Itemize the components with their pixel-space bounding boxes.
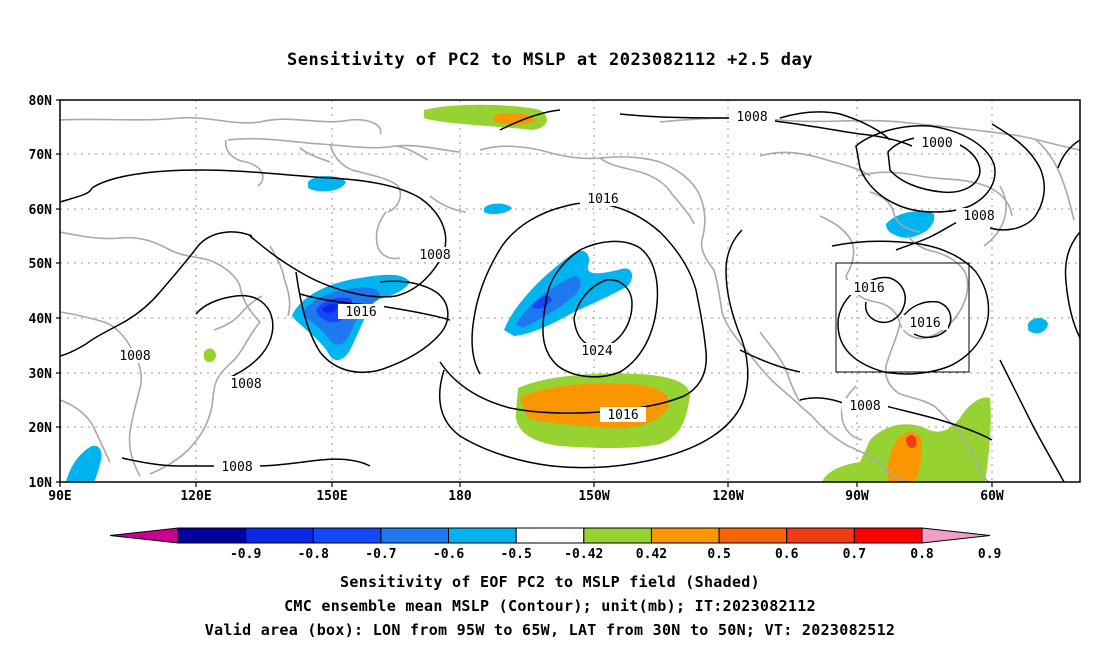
valid-area-box xyxy=(835,262,970,373)
colorbar-tick-label: 0.7 xyxy=(843,547,866,562)
shade-atlantic xyxy=(1028,318,1048,334)
lat-label-40n: 40N xyxy=(29,312,53,327)
shade-bering xyxy=(484,203,512,215)
lon-label-90w: 90W xyxy=(845,489,869,504)
contour-label-1016-box-east: 1016 xyxy=(909,316,940,331)
shade-arctic-orange xyxy=(494,112,536,125)
contour-label-1024: 1024 xyxy=(581,344,612,359)
colorbar-tick-label: -0.8 xyxy=(298,547,329,562)
caption-contour: CMC ensemble mean MSLP (Contour); unit(m… xyxy=(284,597,816,615)
colorbar-segment xyxy=(448,527,517,544)
colorbar-arrow-high xyxy=(921,527,991,544)
colorbar-segment xyxy=(177,527,247,544)
caption-shading: Sensitivity of EOF PC2 to MSLP field (Sh… xyxy=(340,573,760,591)
contour-labels: 1008 1000 1008 1016 1008 1016 1024 1016 … xyxy=(112,109,1002,475)
lon-labels: 90E 120E 150E 180 150W 120W 90W 60W xyxy=(48,489,1004,504)
lon-label-60w: 60W xyxy=(980,489,1004,504)
colorbar-tick-label: 0.6 xyxy=(775,547,799,562)
shade-hudson xyxy=(886,211,935,238)
colorbar-tick-label: -0.6 xyxy=(433,547,464,562)
colorbar-tick-label: -0.9 xyxy=(230,547,261,562)
contour-label-1016-south: 1016 xyxy=(607,408,638,423)
lon-label-150e: 150E xyxy=(316,489,347,504)
lat-label-70n: 70N xyxy=(29,148,53,163)
shade-siberia xyxy=(308,176,346,192)
contour-label-1016-north: 1016 xyxy=(587,192,618,207)
colorbar-segment xyxy=(583,527,652,544)
shade-japan-green xyxy=(204,348,216,363)
contour-label-1000: 1000 xyxy=(921,136,952,151)
colorbar-arrow-low xyxy=(109,527,179,544)
lon-label-120e: 120E xyxy=(180,489,211,504)
map-title: Sensitivity of PC2 to MSLP at 2023082112… xyxy=(286,50,813,70)
lon-label-150w: 150W xyxy=(578,489,609,504)
lon-label-180: 180 xyxy=(448,489,472,504)
lon-label-120w: 120W xyxy=(712,489,743,504)
colorbar-segment xyxy=(245,527,314,544)
shade-carib-red xyxy=(906,435,917,448)
lat-label-20n: 20N xyxy=(29,421,53,436)
lon-label-90e: 90E xyxy=(48,489,71,504)
colorbar-tick-label: -0.42 xyxy=(564,547,603,562)
contour-label-1008-asia: 1008 xyxy=(119,349,150,364)
colorbar-segment xyxy=(515,527,585,544)
caption-valid-area: Valid area (box): LON from 95W to 65W, L… xyxy=(204,621,896,639)
contour-label-1016-west: 1016 xyxy=(345,305,376,320)
lat-label-60n: 60N xyxy=(29,203,53,218)
colorbar-segment xyxy=(718,527,788,544)
axis-ticks xyxy=(56,99,993,487)
lat-label-50n: 50N xyxy=(29,257,53,272)
colorbar-tick-label: 0.8 xyxy=(910,547,934,562)
contour-label-1008-arctic: 1008 xyxy=(736,110,767,125)
contour-label-1008-hudson: 1008 xyxy=(963,209,994,224)
contour-label-1008-gulf: 1008 xyxy=(849,399,880,414)
colorbar: -0.9 -0.8 -0.7 -0.6 -0.5 -0.42 0.42 0.5 0.6 0.7 0.… xyxy=(109,527,1001,562)
colorbar-segment xyxy=(380,527,450,544)
colorbar-tick-label: 0.9 xyxy=(978,547,1001,562)
lat-label-10n: 10N xyxy=(29,476,53,491)
map-border xyxy=(59,99,1081,483)
colorbar-tick-label: -0.5 xyxy=(501,547,532,562)
shade-indian xyxy=(66,445,102,482)
colorbar-tick-label: 0.42 xyxy=(636,547,667,562)
lat-labels: 80N 70N 60N 50N 40N 30N 20N 10N xyxy=(29,94,53,491)
lat-label-30n: 30N xyxy=(29,367,53,382)
colorbar-segment xyxy=(786,527,855,544)
contour-label-1008-bering: 1008 xyxy=(419,248,450,263)
colorbar-tick-label: 0.5 xyxy=(707,547,730,562)
colorbar-segment xyxy=(312,527,382,544)
colorbar-segment xyxy=(853,527,923,544)
lat-label-80n: 80N xyxy=(29,94,53,109)
colorbar-tick-label: -0.7 xyxy=(365,547,396,562)
contour-label-1008-china: 1008 xyxy=(230,377,261,392)
colorbar-segment xyxy=(650,527,720,544)
contour-label-1008-scs: 1008 xyxy=(221,460,252,475)
shade-nwpac-core xyxy=(322,303,338,313)
contour-label-1016-box-west: 1016 xyxy=(853,281,884,296)
